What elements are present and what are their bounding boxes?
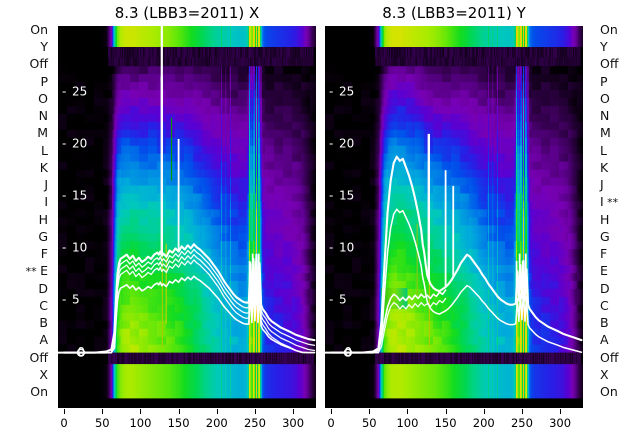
category-label-j-9: J	[600, 177, 604, 193]
category-label-l-7: L	[41, 142, 48, 158]
category-label-i-10: I **	[600, 194, 619, 210]
xtick-mark	[178, 409, 180, 414]
xtick-mark	[407, 409, 409, 414]
panel-y-title: 8.3 (LBB3=2011) Y	[382, 4, 526, 22]
category-label-n-5: N	[38, 108, 48, 124]
category-label-on-0: On	[30, 22, 48, 37]
xtick-label: 0	[60, 416, 68, 430]
category-label-c-16: C	[600, 297, 609, 313]
xtick-mark	[369, 409, 371, 414]
xtick-label: 300	[549, 416, 572, 430]
xtick-mark	[293, 409, 295, 414]
category-label-a-18: A	[39, 332, 48, 348]
category-label-p-3: P	[40, 73, 48, 89]
xtick-mark	[331, 409, 333, 414]
category-label-g-12: G	[600, 228, 610, 244]
xtick-label: 100	[129, 416, 152, 430]
xtick-mark	[560, 409, 562, 414]
xtick-label: 200	[472, 416, 495, 430]
category-label-a-18: A	[600, 332, 609, 348]
xtick-label: 150	[434, 416, 457, 430]
category-label-f-13: F	[40, 246, 48, 262]
category-label-off-2: Off	[600, 56, 619, 72]
xtick-label: 250	[243, 416, 266, 430]
category-label-e-14: E	[600, 263, 608, 279]
xtick-mark	[521, 409, 523, 414]
xtick-mark	[64, 409, 66, 414]
category-label-y-1: Y	[600, 39, 608, 55]
category-label-m-6: M	[37, 125, 48, 141]
category-label-m-6: M	[600, 125, 611, 141]
category-label-b-17: B	[39, 315, 48, 331]
panel-x-plot	[58, 26, 316, 408]
xtick-mark	[483, 409, 485, 414]
category-label-off-19: Off	[29, 349, 48, 365]
category-label-on-21: On	[30, 384, 48, 400]
xtick-label: 300	[282, 416, 305, 430]
panel-x-title: 8.3 (LBB3=2011) X	[114, 4, 260, 22]
category-marker-star: **	[603, 196, 619, 210]
category-label-d-15: D	[38, 280, 48, 296]
category-label-d-15: D	[600, 280, 610, 296]
category-label-off-19: Off	[600, 349, 619, 365]
xtick-label: 0	[327, 416, 335, 430]
category-label-g-12: G	[38, 228, 48, 244]
xtick-label: 50	[361, 416, 377, 430]
xtick-label: 100	[396, 416, 419, 430]
category-label-h-11: H	[600, 211, 610, 227]
panel-y-plot	[325, 26, 583, 408]
category-label-on-21: On	[600, 384, 618, 400]
category-label-c-16: C	[39, 297, 48, 313]
category-label-on-0: On	[600, 22, 618, 37]
category-label-off-2: Off	[29, 56, 48, 72]
category-marker-star: **	[25, 265, 41, 279]
category-label-p-3: P	[600, 73, 608, 89]
xtick-label: 150	[167, 416, 190, 430]
category-label-x-20: X	[600, 366, 609, 382]
xtick-label: 50	[94, 416, 110, 430]
category-label-k-8: K	[600, 159, 609, 175]
category-label-i-10: I	[44, 194, 48, 210]
xtick-mark	[445, 409, 447, 414]
category-label-h-11: H	[38, 211, 48, 227]
category-label-o-4: O	[38, 90, 48, 106]
category-label-e-14: ** E	[25, 263, 48, 279]
category-label-k-8: K	[39, 159, 48, 175]
category-label-n-5: N	[600, 108, 610, 124]
category-label-x-20: X	[39, 366, 48, 382]
category-label-y-1: Y	[40, 39, 48, 55]
category-label-j-9: J	[44, 177, 48, 193]
xtick-mark	[254, 409, 256, 414]
category-label-o-4: O	[600, 90, 610, 106]
xtick-mark	[140, 409, 142, 414]
category-label-f-13: F	[600, 246, 608, 262]
xtick-mark	[216, 409, 218, 414]
category-label-l-7: L	[600, 142, 607, 158]
category-label-b-17: B	[600, 315, 609, 331]
xtick-mark	[102, 409, 104, 414]
xtick-label: 200	[205, 416, 228, 430]
xtick-label: 250	[510, 416, 533, 430]
